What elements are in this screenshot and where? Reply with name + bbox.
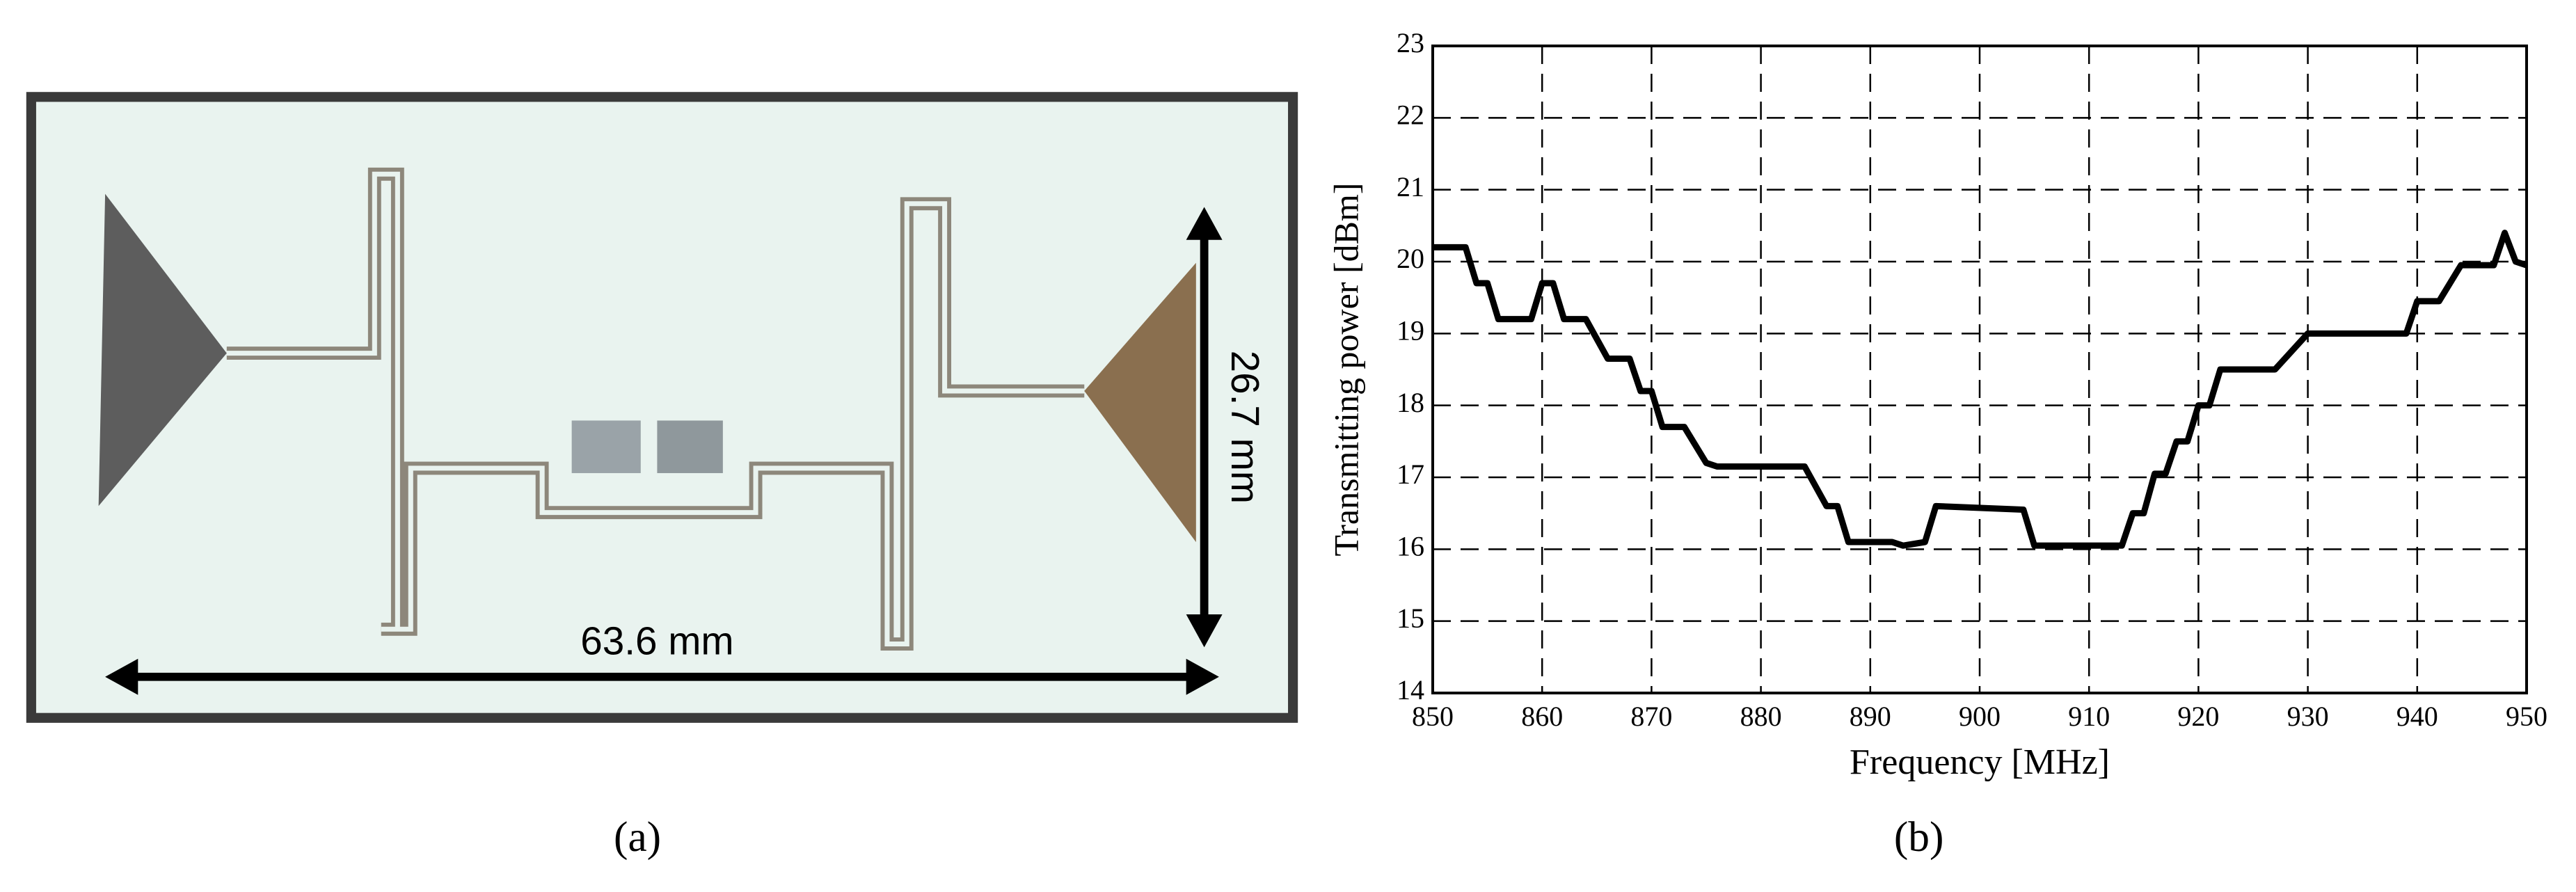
y-tick-label: 16 bbox=[1397, 531, 1424, 562]
x-tick-label: 900 bbox=[1959, 701, 2001, 732]
arrow-head bbox=[1186, 658, 1219, 695]
photo: 63.6 mm 26.7 mm (a) (b) bbox=[26, 92, 1944, 861]
photo-substrate bbox=[35, 102, 1289, 713]
left-antenna-triangle bbox=[98, 193, 227, 507]
x-tick-label: 930 bbox=[2287, 701, 2329, 732]
height-label: 26.7 mm bbox=[1223, 351, 1266, 504]
y-tick-label: 18 bbox=[1397, 387, 1424, 418]
x-tick-label: 880 bbox=[1740, 701, 1782, 732]
data-line bbox=[1433, 230, 2528, 549]
y-tick-label: 20 bbox=[1397, 243, 1424, 274]
x-tick-label: 950 bbox=[2506, 701, 2547, 732]
y-tick-label: 23 bbox=[1397, 27, 1424, 58]
y-tick-label: 22 bbox=[1397, 99, 1424, 131]
panel-label: (b) bbox=[1894, 813, 1944, 861]
x-tick-label: 890 bbox=[1850, 701, 1891, 732]
y-tick-label: 14 bbox=[1397, 674, 1424, 706]
y-tick-label: 15 bbox=[1397, 603, 1424, 634]
y-axis-label: Transmitting power [dBm] bbox=[1326, 182, 1365, 556]
x-tick-label: 940 bbox=[2396, 701, 2438, 732]
chip-pad bbox=[657, 420, 723, 473]
arrow-head bbox=[1186, 614, 1223, 648]
y-tick-label: 21 bbox=[1397, 171, 1424, 202]
panel-label: (a) bbox=[614, 813, 661, 861]
x-tick-label: 910 bbox=[2068, 701, 2110, 732]
x-tick-label: 850 bbox=[1412, 701, 1454, 732]
chip-pad bbox=[571, 420, 641, 473]
plot-frame bbox=[1431, 45, 2528, 694]
x-tick-label: 870 bbox=[1630, 701, 1672, 732]
width-label: 63.6 mm bbox=[580, 619, 733, 663]
arrow-head bbox=[1186, 207, 1223, 240]
y-tick-label: 19 bbox=[1397, 315, 1424, 347]
right-antenna-triangle bbox=[1084, 262, 1196, 543]
x-tick-label: 860 bbox=[1521, 701, 1563, 732]
arrow-head bbox=[105, 658, 138, 695]
x-tick-label: 920 bbox=[2177, 701, 2219, 732]
y-tick-label: 17 bbox=[1397, 459, 1424, 490]
antenna-trace-inner bbox=[226, 171, 1085, 647]
x-axis-label: Frequency [MHz] bbox=[1850, 742, 2110, 782]
